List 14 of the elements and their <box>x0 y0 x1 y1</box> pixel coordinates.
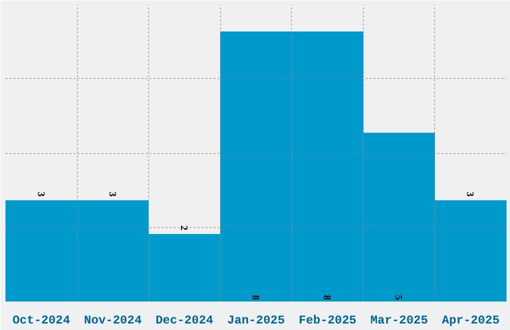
data-label: 3 <box>34 192 46 197</box>
x-tick-label: Mar-2025 <box>370 314 428 328</box>
x-tick-label: Oct-2024 <box>12 314 70 328</box>
x-tick-label: Dec-2024 <box>156 314 214 328</box>
data-label: 8 <box>321 295 332 300</box>
data-label: 8 <box>250 295 260 300</box>
x-tick-label: Feb-2025 <box>298 314 356 328</box>
x-tick-label: Nov-2024 <box>84 314 142 328</box>
x-tick-label: Jan-2025 <box>227 314 285 328</box>
data-label: 3 <box>106 192 118 197</box>
data-label: 3 <box>464 192 476 197</box>
x-tick-label: Apr-2025 <box>442 314 500 328</box>
data-label: 5 <box>392 295 404 300</box>
data-label: 2 <box>178 225 189 230</box>
